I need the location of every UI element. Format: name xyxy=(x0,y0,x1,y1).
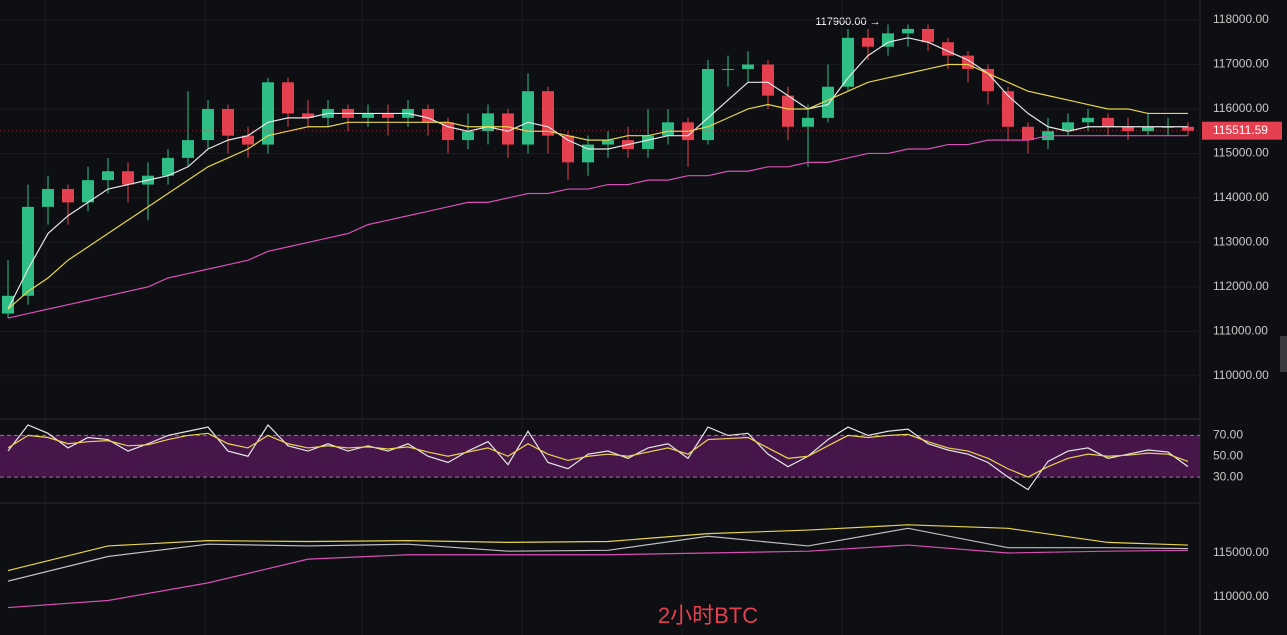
candle-body xyxy=(1082,117,1094,123)
y-tick-label: 112000.00 xyxy=(1213,279,1269,293)
y-tick-label: 114000.00 xyxy=(1213,190,1269,204)
series-line xyxy=(7,37,1188,310)
y-tick-label: 115000.00 xyxy=(1213,146,1269,160)
series-line xyxy=(7,424,1189,491)
candle-body xyxy=(662,122,674,136)
side-toggle[interactable] xyxy=(1280,336,1287,372)
candle-body xyxy=(182,140,194,158)
y-tick-label: 30.00 xyxy=(1213,469,1243,483)
candle-body xyxy=(762,64,774,96)
y-tick-label: 113000.00 xyxy=(1213,235,1269,249)
y-tick-label: 70.00 xyxy=(1213,428,1243,442)
candle-body xyxy=(22,206,34,296)
series-line xyxy=(7,524,1189,572)
high-annotation: 117900.00 → xyxy=(815,16,880,28)
candle-body xyxy=(562,135,574,163)
candle-body xyxy=(242,135,254,145)
candle-body xyxy=(42,189,54,207)
series-line xyxy=(7,63,1188,310)
candle-body xyxy=(782,95,794,127)
series-line xyxy=(7,432,1189,478)
last-price-tag xyxy=(1202,121,1282,140)
candle-body xyxy=(882,33,894,47)
candle-body xyxy=(442,122,454,141)
candle-body xyxy=(282,82,294,114)
candle-body xyxy=(602,140,614,145)
candle-body xyxy=(502,113,514,145)
candle-body xyxy=(162,157,174,176)
watermark: 2小时BTC xyxy=(658,603,758,628)
candle-body xyxy=(922,28,934,43)
candle-body xyxy=(1002,91,1014,127)
candle-body xyxy=(102,171,114,181)
series-line xyxy=(7,135,1188,319)
candle-body xyxy=(862,37,874,47)
y-tick-label: 117000.00 xyxy=(1213,57,1269,71)
candle-body xyxy=(62,189,74,203)
rsi-band xyxy=(0,435,1200,478)
candle-body xyxy=(842,37,854,87)
y-tick-label: 118000.00 xyxy=(1213,12,1269,26)
last-price-label: 115511.59 xyxy=(1213,123,1268,137)
candle-body xyxy=(82,180,94,203)
y-tick-label: 116000.00 xyxy=(1213,101,1269,115)
y-tick-label: 111000.00 xyxy=(1213,324,1268,338)
y-tick-label: 50.00 xyxy=(1213,448,1243,462)
candle-body xyxy=(2,295,14,314)
candle-body xyxy=(1102,117,1114,127)
candle-body xyxy=(902,28,914,34)
series-line xyxy=(7,544,1189,609)
candle-body xyxy=(122,171,134,185)
candle-body xyxy=(542,91,554,136)
y-tick-label: 115000.00 xyxy=(1213,545,1269,559)
candle-body xyxy=(382,113,394,118)
candle-body xyxy=(1182,126,1194,131)
candle-body xyxy=(642,135,654,150)
candle-body xyxy=(1142,126,1154,132)
candle-body xyxy=(302,113,314,118)
candle-body xyxy=(1062,122,1074,132)
candle-body xyxy=(462,131,474,141)
candle-body xyxy=(702,68,714,141)
candle-body xyxy=(482,113,494,132)
y-tick-label: 110000.00 xyxy=(1213,589,1269,603)
candle-body xyxy=(202,108,214,141)
y-tick-label: 110000.00 xyxy=(1213,368,1269,382)
candle-body xyxy=(522,91,534,145)
candle-body xyxy=(222,108,234,136)
candle-body xyxy=(1122,126,1134,132)
candle-body xyxy=(362,113,374,118)
candle-body xyxy=(1022,126,1034,141)
candle-body xyxy=(802,117,814,127)
candle-body xyxy=(722,68,734,70)
candle-body xyxy=(262,82,274,145)
candle-body xyxy=(982,68,994,92)
candle-body xyxy=(742,64,754,69)
candle-body xyxy=(822,86,834,118)
series-line xyxy=(7,527,1189,582)
